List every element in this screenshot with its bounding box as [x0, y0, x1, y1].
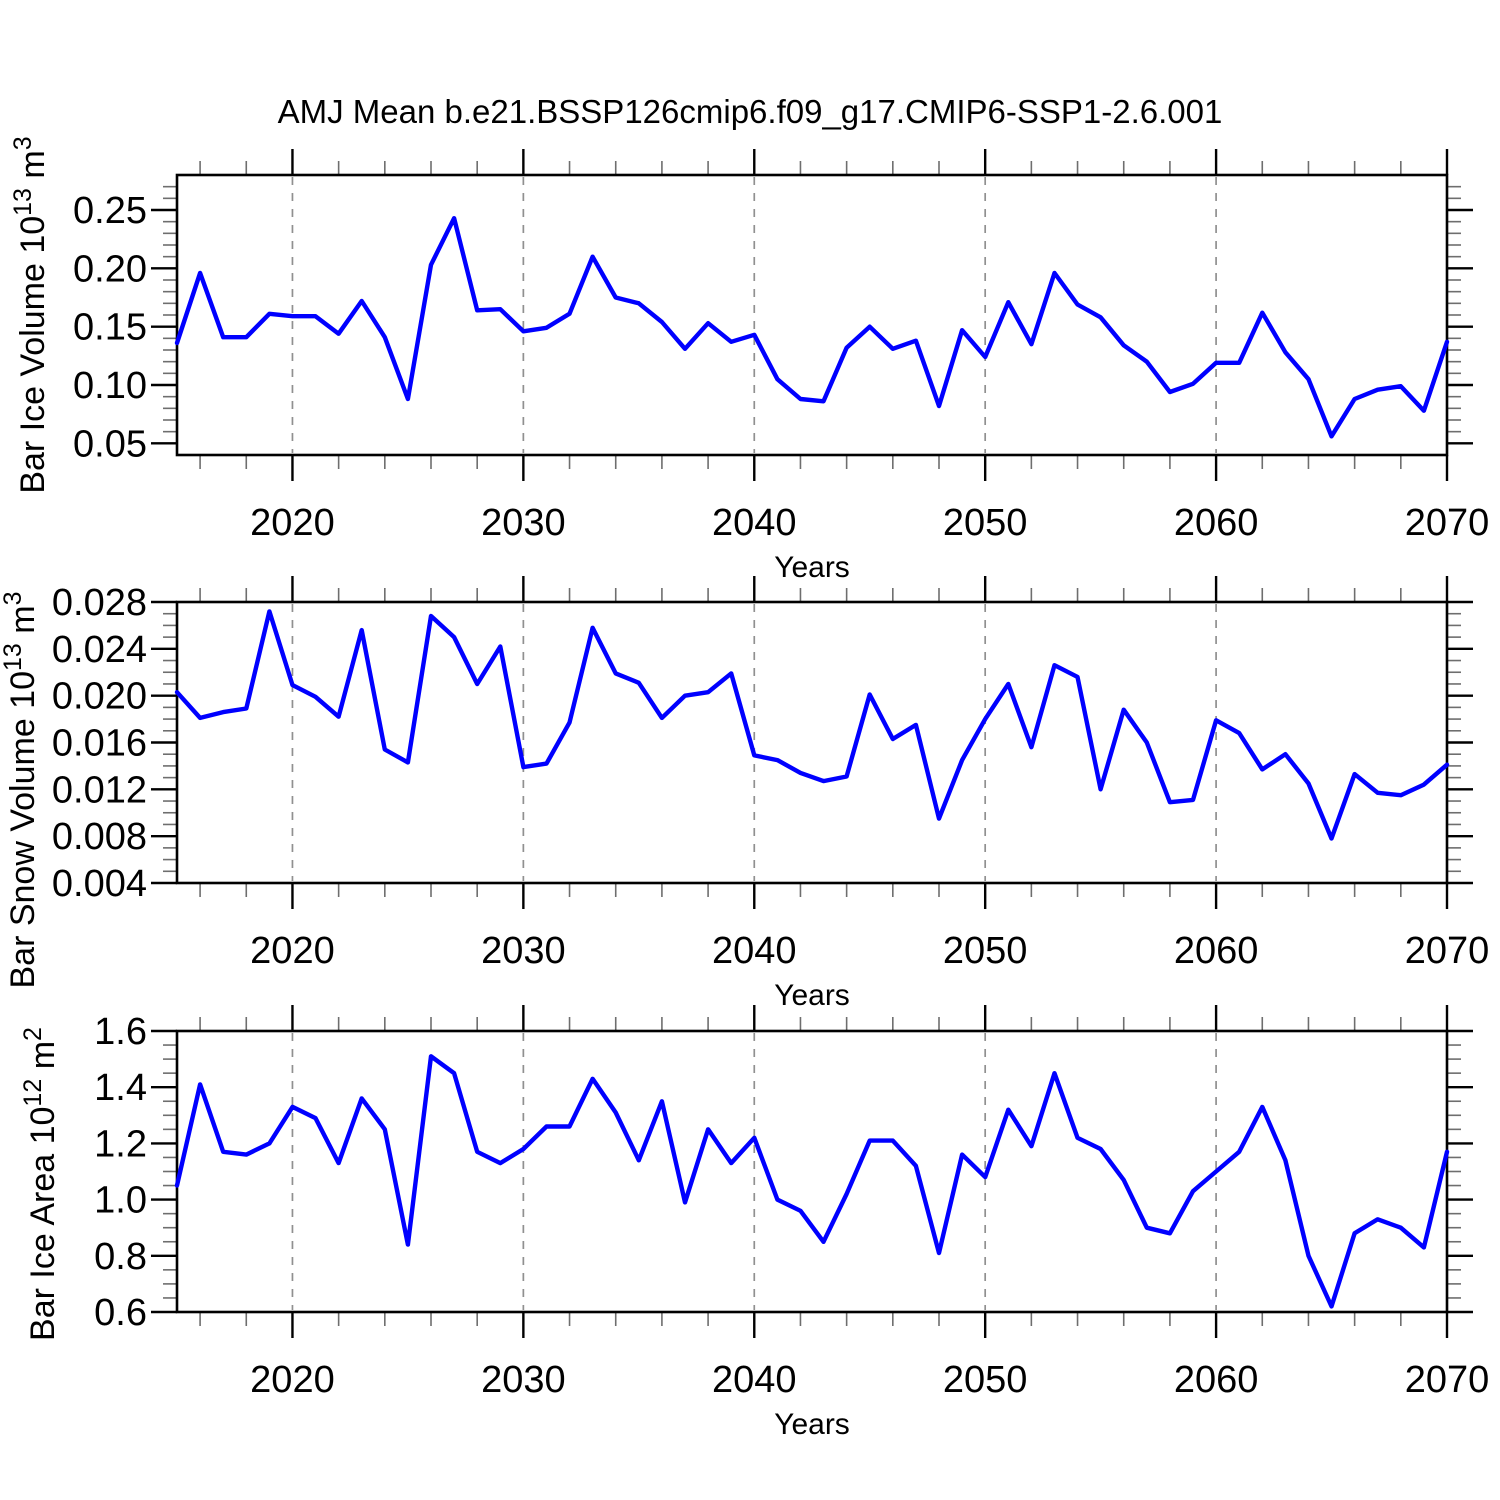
y-tick-label: 1.0 — [94, 1180, 147, 1222]
y-tick-label: 0.05 — [73, 423, 147, 465]
x-axis-title: Years — [774, 1408, 850, 1441]
x-tick-label: 2050 — [943, 502, 1028, 544]
y-tick-label: 1.6 — [94, 1011, 147, 1053]
y-tick-label: 0.024 — [52, 629, 147, 671]
y-tick-label: 0.20 — [73, 248, 147, 290]
chart-title: AMJ Mean b.e21.BSSP126cmip6.f09_g17.CMIP… — [277, 93, 1223, 130]
plot-frame — [175, 600, 1449, 885]
y-tick-label: 0.012 — [52, 769, 147, 811]
x-tick-label: 2040 — [712, 930, 797, 972]
y-axis-title-bar-ice-volume: Bar Ice Volume 1013 m3 — [9, 136, 52, 493]
data-line-bar-snow-volume — [174, 609, 1450, 841]
y-tick-label: 0.028 — [52, 582, 147, 624]
data-line-bar-ice-area — [174, 1054, 1450, 1309]
panel-bar-ice-volume: 2020 2030 2040 2050 2060 2070 0.05 0.10 0.15 0.20… — [9, 136, 1489, 584]
y-axis-title-bar-snow-volume: Bar Snow Volume 1013 m3 — [0, 591, 42, 988]
y-tick-label: 0.020 — [52, 676, 147, 718]
x-tick-label: 2060 — [1174, 502, 1259, 544]
x-axis-title: Years — [774, 551, 850, 584]
x-tick-label: 2060 — [1174, 930, 1259, 972]
data-line-bar-ice-volume — [174, 215, 1450, 439]
x-tick-label: 2050 — [943, 1359, 1028, 1401]
y-tick-label: 0.008 — [52, 816, 147, 858]
x-tick-label: 2040 — [712, 502, 797, 544]
y-tick-label: 0.004 — [52, 863, 147, 905]
x-axis-title: Years — [774, 979, 850, 1012]
x-tick-label: 2020 — [250, 930, 335, 972]
y-tick-label: 0.25 — [73, 190, 147, 232]
y-tick-label: 1.4 — [94, 1067, 147, 1109]
panel-bar-ice-area: 2020 2030 2040 2050 2060 2070 0.6 0.8 1.0 1.2 1.4 1… — [19, 1005, 1489, 1441]
y-axis-title-bar-ice-area: Bar Ice Area 1012 m2 — [19, 1027, 62, 1341]
y-tick-label: 0.8 — [94, 1236, 147, 1278]
y-tick-label: 0.6 — [94, 1292, 147, 1334]
y-tick-label: 1.2 — [94, 1123, 147, 1165]
x-tick-label: 2020 — [250, 1359, 335, 1401]
x-tick-label: 2040 — [712, 1359, 797, 1401]
y-tick-label: 0.10 — [73, 365, 147, 407]
y-tick-label: 0.15 — [73, 307, 147, 349]
x-tick-label: 2030 — [481, 502, 566, 544]
x-tick-label: 2070 — [1405, 1359, 1490, 1401]
x-tick-label: 2030 — [481, 930, 566, 972]
panel-bar-snow-volume: 2020 2030 2040 2050 2060 20700.0040.0080.0120… — [0, 576, 1489, 1012]
x-tick-label: 2060 — [1174, 1359, 1259, 1401]
x-tick-label: 2070 — [1405, 502, 1490, 544]
plot-frame — [175, 173, 1449, 457]
plot-frame — [175, 1029, 1449, 1314]
y-tick-label: 0.016 — [52, 723, 147, 765]
x-tick-label: 2030 — [481, 1359, 566, 1401]
x-tick-label: 2070 — [1405, 930, 1490, 972]
x-tick-label: 2020 — [250, 502, 335, 544]
x-tick-label: 2050 — [943, 930, 1028, 972]
